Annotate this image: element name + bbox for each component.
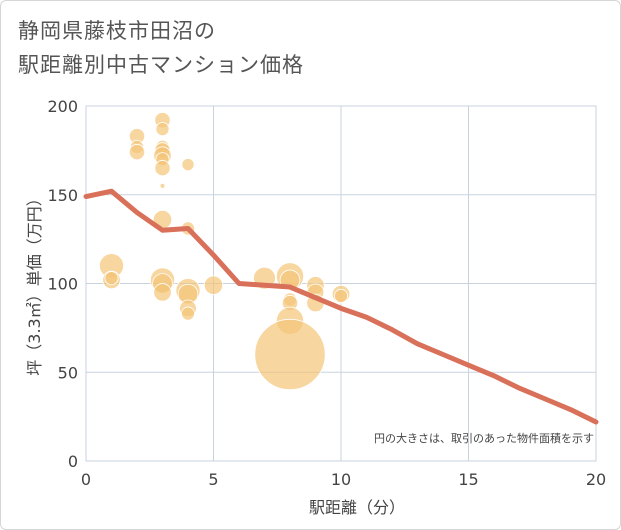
trend-line xyxy=(83,188,599,425)
chart-title-line-2: 駅距離別中古マンション価格 xyxy=(18,53,304,77)
y-tick-label: 0 xyxy=(68,452,78,471)
y-axis-label: 坪（3.3㎡）単価（万円） xyxy=(25,190,44,375)
data-bubble xyxy=(181,158,195,172)
data-bubble xyxy=(128,144,146,161)
x-tick-label: 20 xyxy=(586,470,606,489)
x-axis-label: 駅距離（分） xyxy=(309,498,405,517)
data-bubble xyxy=(154,160,171,177)
x-tick-label: 5 xyxy=(208,470,218,489)
data-bubble xyxy=(153,283,172,302)
x-tick-label: 10 xyxy=(331,470,351,489)
chart-title: 静岡県藤枝市田沼の 駅距離別中古マンション価格 xyxy=(18,14,304,82)
data-bubble xyxy=(155,122,170,137)
bubble-size-note: 円の大きさは、取引のあった物件面積を示す xyxy=(374,431,594,445)
data-bubble xyxy=(254,318,326,391)
data-bubble xyxy=(104,271,119,286)
trend-line-layer xyxy=(83,188,599,425)
data-bubble xyxy=(333,288,348,303)
y-tick-label: 50 xyxy=(58,363,78,382)
data-bubble xyxy=(203,275,224,295)
x-tick-label: 15 xyxy=(458,470,478,489)
data-bubble xyxy=(159,182,166,189)
y-tick-label: 100 xyxy=(47,275,78,294)
y-tick-label: 200 xyxy=(47,97,78,116)
chart-title-line-1: 静岡県藤枝市田沼の xyxy=(18,19,216,43)
data-bubble xyxy=(180,306,195,321)
tick-label-layer: 0 50 100 150 200 0 5 10 15 20 xyxy=(47,97,606,489)
y-tick-label: 150 xyxy=(47,186,78,205)
x-tick-label: 0 xyxy=(81,470,91,489)
bubble-layer xyxy=(99,112,351,391)
